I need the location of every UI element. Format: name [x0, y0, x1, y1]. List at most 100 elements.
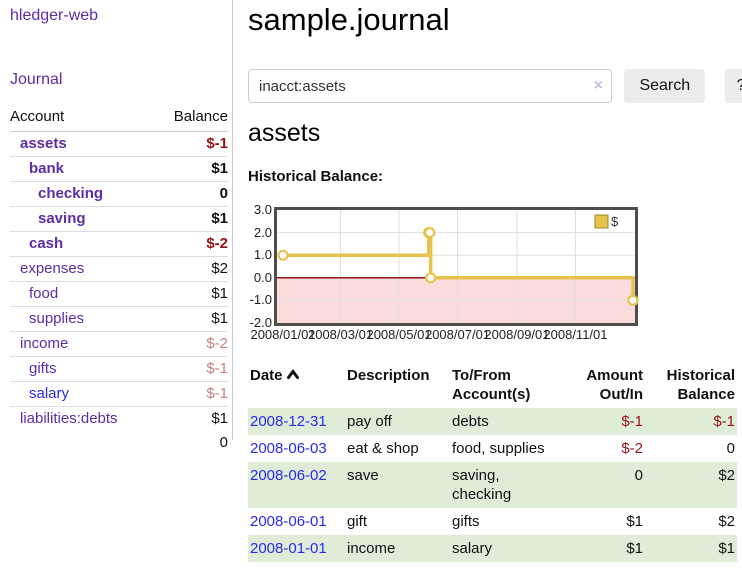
- x-axis-tick-label: 2008/05/01: [366, 327, 432, 342]
- account-link[interactable]: food: [29, 285, 59, 302]
- legend-label: $: [611, 214, 619, 229]
- account-link[interactable]: cash: [29, 235, 64, 252]
- account-link[interactable]: assets: [20, 135, 67, 152]
- register-date-link[interactable]: 2008-12-31: [250, 413, 327, 430]
- x-axis-tick-label: 2008/07/01: [424, 327, 491, 342]
- app-title-link[interactable]: hledger-web: [10, 7, 99, 24]
- y-axis-tick-label: 1.0: [253, 247, 272, 263]
- y-axis-tick-label: 0.0: [253, 269, 272, 285]
- account-row: supplies $1: [10, 306, 228, 332]
- register-header-balance: Historical Balance: [666, 367, 735, 403]
- sidebar: hledger-web Journal Account Balance asse…: [0, 0, 233, 451]
- y-axis-tick-label: -2.0: [249, 315, 272, 330]
- account-row: checking 0: [10, 181, 228, 207]
- chart-data-point: [425, 272, 437, 284]
- register-row: 2008-06-03 eat & shop food, supplies $-2 0: [248, 435, 737, 462]
- y-axis-tick-label: 2.0: [253, 224, 272, 240]
- register-row: 2008-06-02 save saving, checking 0 $2: [248, 462, 737, 508]
- search-button[interactable]: Search: [624, 69, 706, 103]
- register-header-tofrom: To/From Account(s): [452, 367, 531, 403]
- y-axis-tick-label: -1.0: [249, 292, 272, 308]
- nav-journal-link[interactable]: Journal: [10, 71, 63, 88]
- account-row: expenses $2: [10, 256, 228, 282]
- register-amount: $1: [626, 540, 643, 557]
- register-header-date[interactable]: Date: [248, 362, 345, 408]
- register-date-link[interactable]: 2008-06-02: [250, 467, 327, 484]
- x-axis-tick-label: 2008/11/01: [543, 327, 608, 342]
- account-row: cash $-2: [10, 231, 228, 257]
- account-row: salary $-1: [10, 381, 228, 407]
- register-amount: $-1: [621, 413, 643, 430]
- register-description: pay off: [347, 413, 392, 430]
- account-link[interactable]: liabilities:debts: [20, 410, 118, 427]
- account-balance: $-1: [154, 381, 228, 407]
- account-row: food $1: [10, 281, 228, 307]
- chart-data-point: [424, 227, 436, 239]
- register-date-link[interactable]: 2008-06-03: [250, 440, 327, 457]
- account-link[interactable]: gifts: [29, 360, 57, 377]
- register-description: eat & shop: [347, 440, 419, 457]
- register-date-link[interactable]: 2008-06-01: [250, 513, 327, 530]
- help-button[interactable]: ?: [724, 69, 742, 103]
- register-description: income: [347, 540, 396, 557]
- register-amount: $-2: [621, 440, 643, 457]
- account-balance: $-2: [154, 231, 228, 257]
- account-link[interactable]: salary: [29, 385, 70, 402]
- account-link[interactable]: supplies: [29, 310, 85, 327]
- search-row: × Search ?: [248, 69, 742, 103]
- account-balance: $1: [154, 306, 228, 332]
- account-row: liabilities:debts $1: [10, 406, 228, 431]
- account-balance: $1: [154, 281, 228, 307]
- register-accounts: saving, checking: [452, 467, 512, 503]
- account-link[interactable]: expenses: [20, 260, 85, 277]
- account-row: income $-2: [10, 331, 228, 357]
- account-link[interactable]: saving: [38, 210, 86, 227]
- register-balance: 0: [726, 440, 735, 457]
- accounts-header-balance: Balance: [154, 106, 228, 132]
- x-axis-tick-label: 2008/03/01: [307, 327, 374, 342]
- register-header-description: Description: [347, 367, 430, 384]
- register-row: 2008-06-01 gift gifts $1 $2: [248, 508, 737, 535]
- register-accounts: gifts: [452, 513, 480, 530]
- balance-chart: $ 3.0 2.0 1.0 0.0 -1.0 -2.0 2008/01/01 2008/03/…: [246, 202, 666, 345]
- register-amount: $1: [626, 513, 643, 530]
- account-balance: $-2: [154, 331, 228, 357]
- register-amount: 0: [634, 467, 643, 484]
- search-input[interactable]: [248, 69, 612, 103]
- x-axis-tick-label: 2008/09/01: [484, 327, 550, 342]
- spacer: [10, 431, 155, 455]
- account-balance: $1: [154, 406, 228, 431]
- register-accounts: salary: [452, 540, 493, 557]
- register-date-link[interactable]: 2008-01-01: [250, 540, 327, 557]
- register-description: gift: [347, 513, 368, 530]
- account-balance: $2: [154, 256, 228, 282]
- register-accounts: debts: [452, 413, 489, 430]
- chart-data-point: [627, 294, 639, 307]
- account-row: gifts $-1: [10, 356, 228, 382]
- account-row: saving $1: [10, 206, 228, 232]
- sort-ascending-icon: [286, 366, 299, 385]
- chart-title: Historical Balance:: [248, 168, 384, 185]
- register-header-amount: Amount Out/In: [586, 367, 643, 403]
- register-header-date-label: Date: [250, 367, 283, 384]
- page-title: sample.journal: [248, 2, 450, 37]
- account-balance: $1: [154, 206, 228, 232]
- clear-search-icon[interactable]: ×: [593, 77, 603, 94]
- account-balance: 0: [154, 181, 228, 207]
- chart-data-point: [277, 249, 289, 261]
- register-balance: $1: [718, 540, 735, 557]
- account-balance: $-1: [154, 356, 228, 382]
- chart-plot-area: $: [274, 207, 639, 326]
- register-row: 2008-12-31 pay off debts $-1 $-1: [248, 408, 737, 435]
- account-row: bank $1: [10, 156, 228, 182]
- register-row: 2008-01-01 income salary $1 $1: [248, 535, 737, 562]
- account-link[interactable]: income: [20, 335, 69, 352]
- account-link[interactable]: checking: [38, 185, 104, 202]
- accounts-total-row: 0: [10, 431, 228, 455]
- account-row: assets $-1: [10, 132, 228, 157]
- register-accounts: food, supplies: [452, 440, 545, 457]
- x-axis-tick-label: 2008/01/01: [250, 327, 316, 342]
- account-link[interactable]: bank: [29, 160, 65, 177]
- main-content: sample.journal × Search ? assets Histori…: [246, 0, 742, 582]
